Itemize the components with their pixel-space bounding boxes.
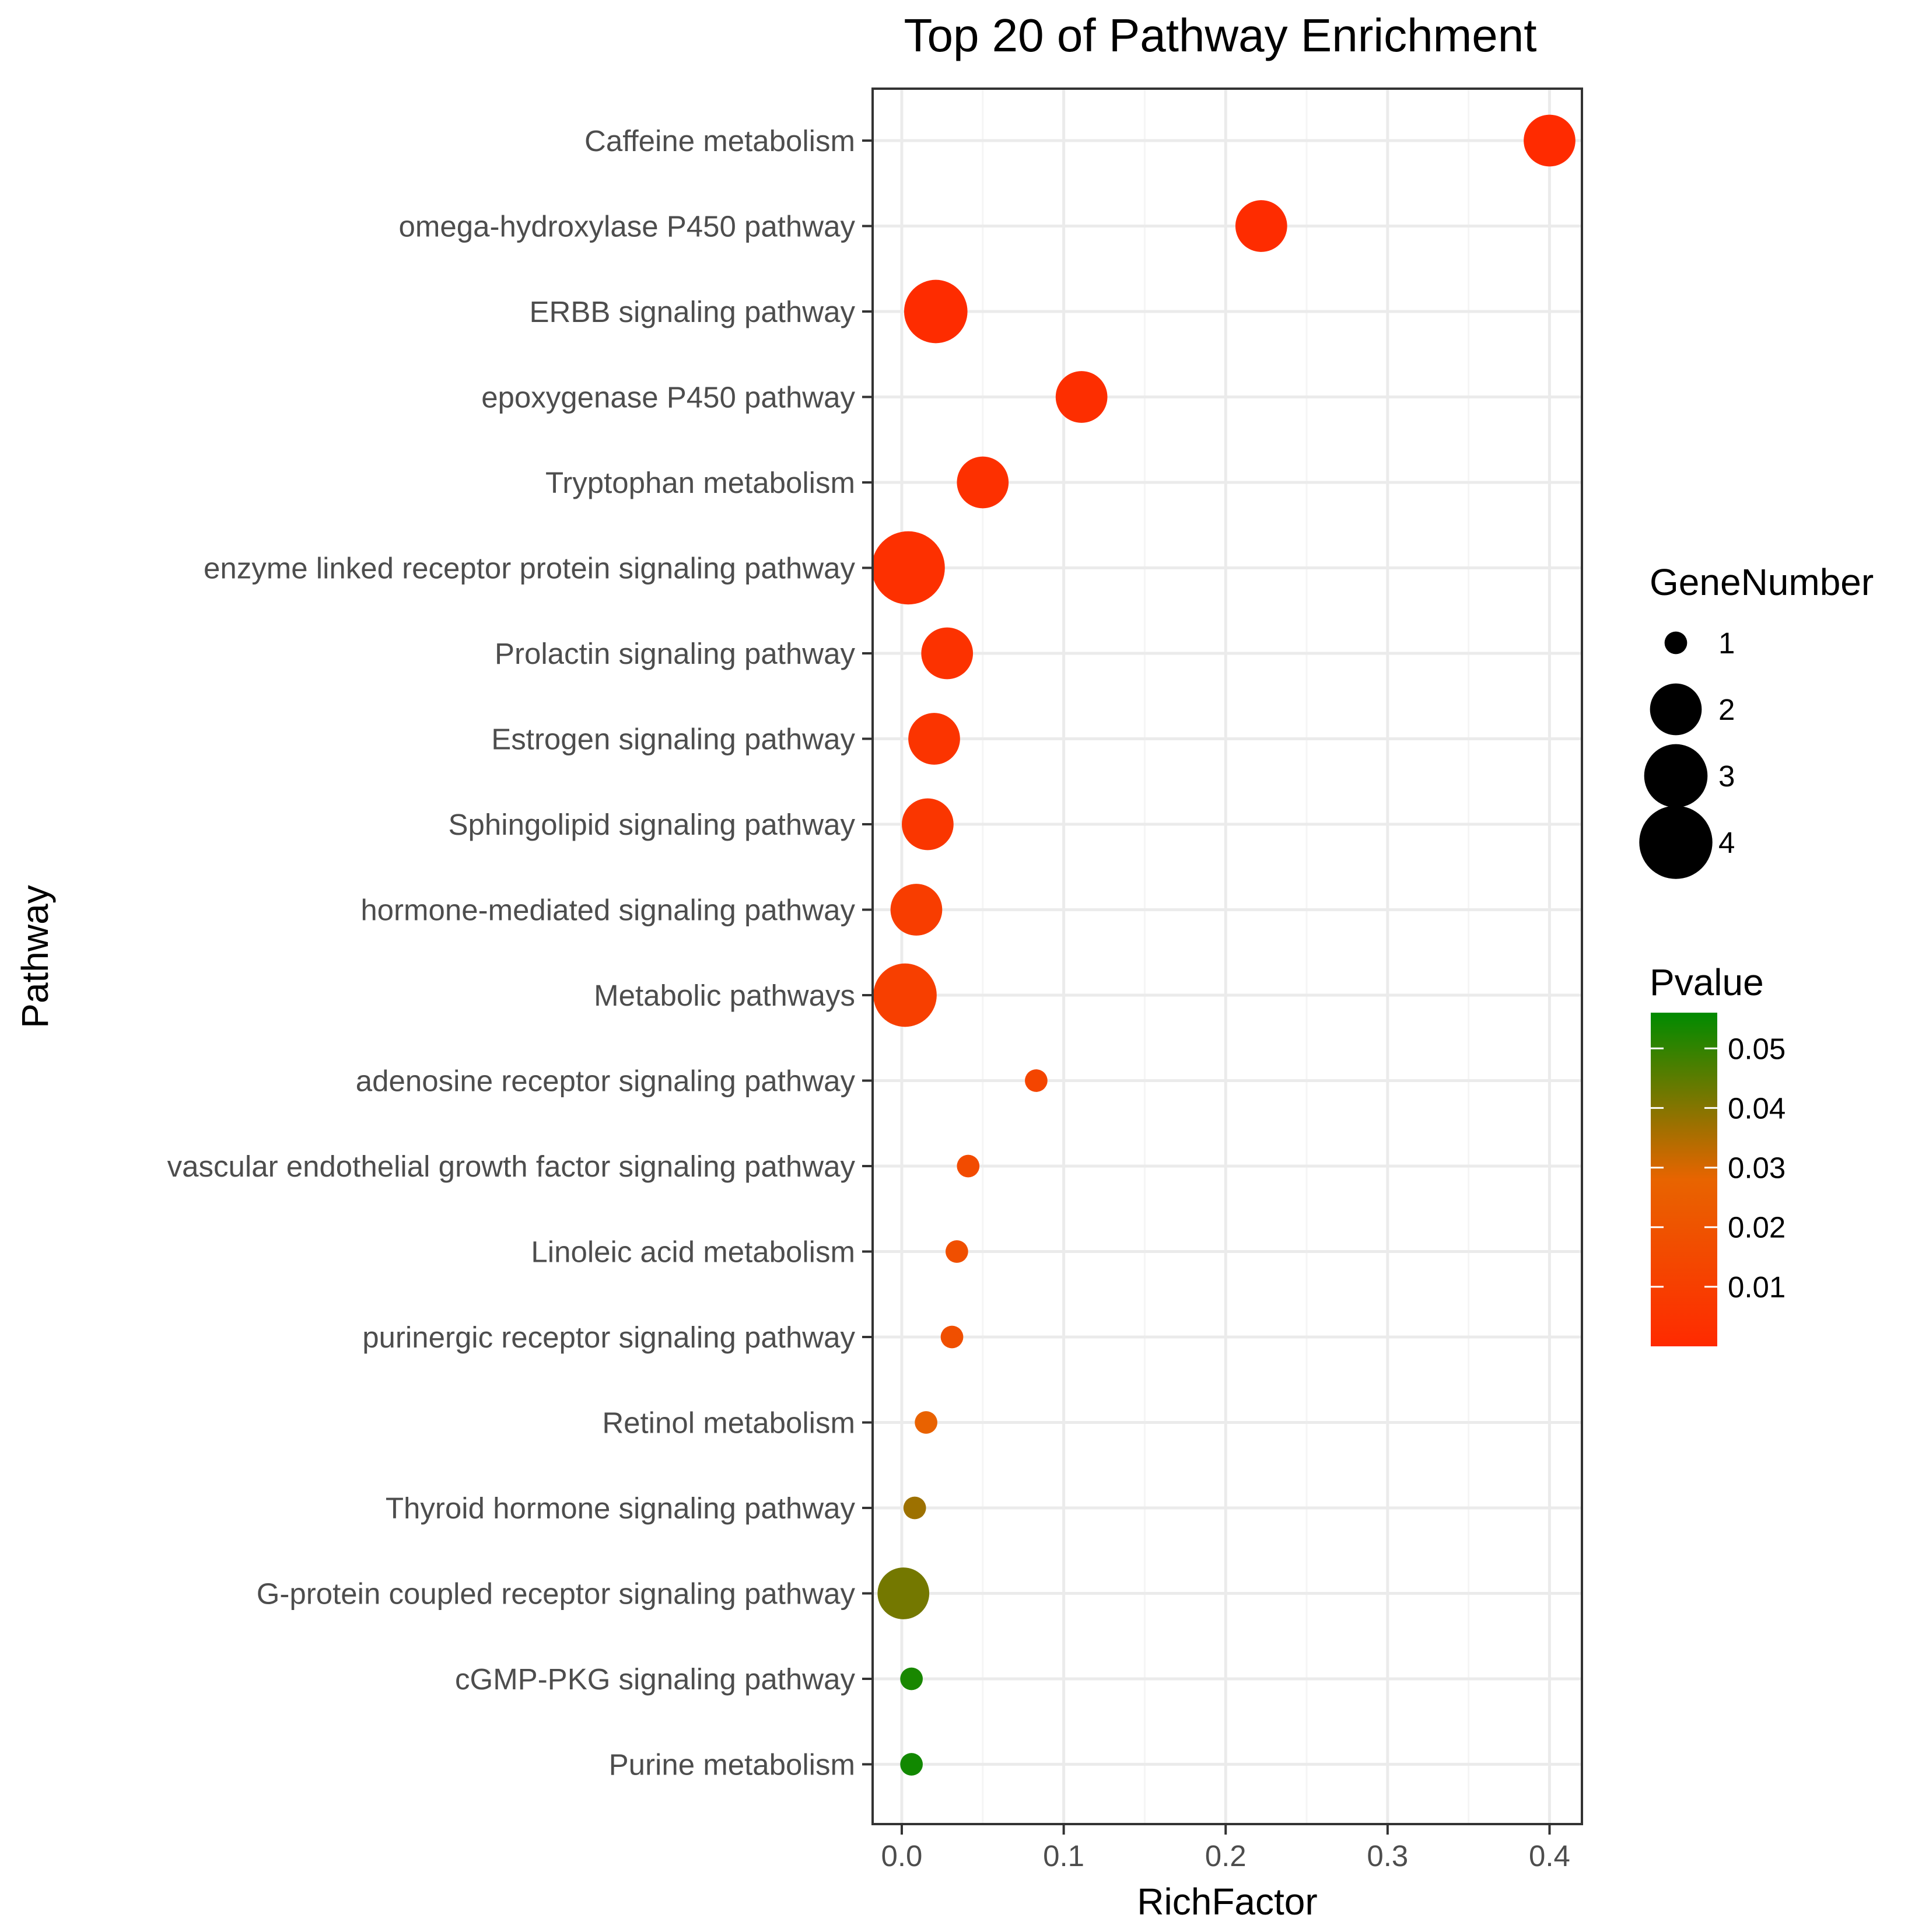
plot-panel bbox=[873, 89, 1582, 1824]
y-tick-label: Linoleic acid metabolism bbox=[531, 1236, 855, 1269]
x-axis: 0.0 0.1 0.2 0.3 0.4 bbox=[881, 1824, 1570, 1873]
grid-layer bbox=[873, 89, 1582, 1824]
data-point bbox=[904, 279, 968, 344]
data-point bbox=[1055, 371, 1108, 423]
x-tick-label: 0.3 bbox=[1367, 1839, 1408, 1873]
gene-number-legend-key bbox=[1664, 631, 1688, 654]
pvalue-legend-label: 0.02 bbox=[1728, 1211, 1786, 1244]
gene-number-legend-key bbox=[1650, 683, 1702, 736]
y-tick-label: Prolactin signaling pathway bbox=[495, 637, 856, 670]
chart-title: Top 20 of Pathway Enrichment bbox=[904, 9, 1536, 61]
data-point bbox=[900, 1753, 923, 1776]
x-tick-label: 0.2 bbox=[1205, 1839, 1247, 1873]
gene-number-legend-label: 1 bbox=[1718, 626, 1735, 660]
pvalue-legend-label: 0.01 bbox=[1728, 1270, 1786, 1304]
y-tick-label: hormone-mediated signaling pathway bbox=[360, 894, 855, 927]
data-point bbox=[1025, 1069, 1048, 1092]
y-tick-label: adenosine receptor signaling pathway bbox=[356, 1065, 856, 1098]
y-tick-label: enzyme linked receptor protein signaling… bbox=[204, 552, 855, 585]
data-point bbox=[921, 627, 974, 680]
data-point bbox=[902, 798, 954, 850]
y-tick-label: epoxygenase P450 pathway bbox=[481, 381, 855, 414]
data-point bbox=[957, 456, 1009, 509]
panel-border bbox=[871, 88, 1583, 1825]
x-tick-label: 0.0 bbox=[881, 1839, 923, 1873]
x-tick-label: 0.4 bbox=[1529, 1839, 1570, 1873]
y-tick-label: cGMP-PKG signaling pathway bbox=[455, 1662, 855, 1696]
data-point bbox=[1235, 200, 1287, 252]
pvalue-legend-label: 0.03 bbox=[1728, 1152, 1786, 1185]
data-point bbox=[890, 884, 943, 936]
y-tick-label: Metabolic pathways bbox=[594, 979, 855, 1012]
data-point bbox=[873, 963, 937, 1027]
y-tick-label: Sphingolipid signaling pathway bbox=[449, 808, 856, 841]
pvalue-legend: Pvalue 0.05 0.04 0.03 0.02 0.01 bbox=[1650, 961, 1786, 1346]
data-point bbox=[900, 1667, 923, 1690]
x-tick-label: 0.1 bbox=[1043, 1839, 1084, 1873]
y-tick-label: omega-hydroxylase P450 pathway bbox=[399, 210, 856, 243]
gene-number-legend: GeneNumber 1 2 3 4 bbox=[1639, 561, 1874, 879]
y-tick-label: Thyroid hormone signaling pathway bbox=[386, 1492, 856, 1525]
data-point bbox=[946, 1240, 968, 1263]
y-axis: Caffeine metabolism omega-hydroxylase P45… bbox=[167, 124, 873, 1782]
y-tick-label: Retinol metabolism bbox=[602, 1406, 855, 1440]
y-tick-label: ERBB signaling pathway bbox=[530, 295, 856, 328]
data-point bbox=[940, 1325, 964, 1349]
data-point bbox=[908, 713, 960, 765]
y-tick-label: purinergic receptor signaling pathway bbox=[362, 1321, 855, 1354]
data-point bbox=[871, 531, 945, 605]
y-tick-label: Purine metabolism bbox=[609, 1748, 855, 1782]
gene-number-legend-title: GeneNumber bbox=[1650, 561, 1874, 603]
data-point bbox=[1524, 114, 1576, 167]
pvalue-legend-label: 0.05 bbox=[1728, 1032, 1786, 1065]
y-tick-label: Estrogen signaling pathway bbox=[491, 723, 855, 756]
pvalue-legend-label: 0.04 bbox=[1728, 1091, 1786, 1125]
y-tick-label: G-protein coupled receptor signaling pat… bbox=[257, 1577, 856, 1611]
y-axis-title: Pathway bbox=[14, 885, 56, 1028]
data-point bbox=[877, 1567, 930, 1619]
data-point bbox=[915, 1411, 937, 1434]
y-tick-label: Caffeine metabolism bbox=[584, 124, 855, 158]
gene-number-legend-label: 4 bbox=[1718, 826, 1735, 859]
pvalue-legend-title: Pvalue bbox=[1650, 961, 1764, 1003]
gene-number-legend-key bbox=[1639, 806, 1713, 879]
gene-number-legend-key bbox=[1644, 744, 1708, 808]
y-tick-label: Tryptophan metabolism bbox=[545, 466, 855, 499]
gene-number-legend-label: 3 bbox=[1718, 760, 1735, 793]
x-axis-title: RichFactor bbox=[1137, 1881, 1317, 1923]
data-point bbox=[903, 1496, 926, 1520]
points-layer bbox=[871, 114, 1576, 1776]
pvalue-colorbar bbox=[1651, 1013, 1717, 1346]
y-tick-label: vascular endothelial growth factor signa… bbox=[167, 1150, 856, 1183]
gene-number-legend-label: 2 bbox=[1718, 693, 1735, 726]
data-point bbox=[957, 1154, 980, 1178]
